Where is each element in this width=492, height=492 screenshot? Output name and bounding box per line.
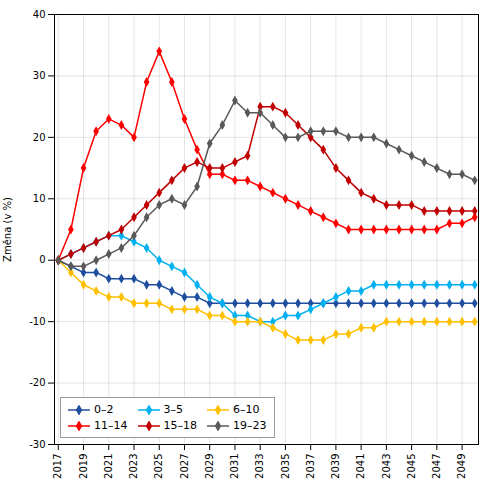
svg-text:2045: 2045 bbox=[406, 454, 417, 479]
html-text:0–2: 0–2 bbox=[94, 403, 114, 416]
svg-text:2041: 2041 bbox=[355, 454, 366, 479]
svg-text:2029: 2029 bbox=[204, 454, 215, 479]
svg-text:2031: 2031 bbox=[229, 454, 240, 479]
svg-text:2039: 2039 bbox=[330, 454, 341, 479]
svg-text:Změna (v %): Změna (v %) bbox=[2, 197, 13, 262]
svg-text:-30: -30 bbox=[29, 439, 45, 450]
svg-text:2017: 2017 bbox=[52, 454, 63, 479]
svg-text:2043: 2043 bbox=[381, 454, 392, 479]
svg-text:2049: 2049 bbox=[456, 454, 467, 479]
svg-text:-20: -20 bbox=[29, 377, 45, 388]
svg-text:2047: 2047 bbox=[431, 454, 442, 479]
svg-text:10: 10 bbox=[33, 193, 46, 204]
html-text:6–10: 6–10 bbox=[233, 403, 260, 416]
svg-text:2037: 2037 bbox=[305, 454, 316, 479]
svg-text:2035: 2035 bbox=[280, 454, 291, 479]
svg-text:20: 20 bbox=[33, 132, 46, 143]
svg-text:2033: 2033 bbox=[254, 454, 265, 479]
svg-text:2019: 2019 bbox=[78, 454, 89, 479]
html-text:19–23: 19–23 bbox=[233, 419, 267, 432]
html-text:11–14: 11–14 bbox=[94, 419, 128, 432]
svg-text:2021: 2021 bbox=[103, 454, 114, 479]
svg-text:-10: -10 bbox=[29, 316, 45, 327]
svg-text:0: 0 bbox=[39, 254, 45, 265]
svg-text:40: 40 bbox=[33, 9, 46, 20]
svg-text:30: 30 bbox=[33, 70, 46, 81]
html-text:3–5: 3–5 bbox=[163, 403, 183, 416]
svg-text:2023: 2023 bbox=[128, 454, 139, 479]
svg-text:2025: 2025 bbox=[153, 454, 164, 479]
html-text:15–18: 15–18 bbox=[163, 419, 197, 432]
svg-text:2027: 2027 bbox=[179, 454, 190, 479]
